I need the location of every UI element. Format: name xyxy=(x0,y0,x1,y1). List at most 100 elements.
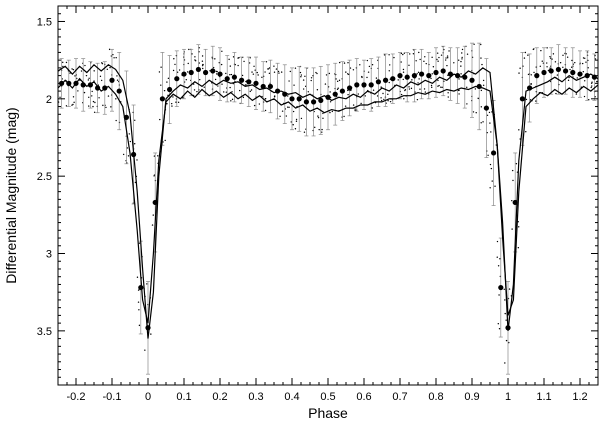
observation-dot xyxy=(322,117,324,119)
observation-dot xyxy=(112,53,114,56)
observation-dot xyxy=(177,101,180,104)
observation-dot xyxy=(424,56,426,58)
observation-dot xyxy=(102,104,104,107)
observation-dot xyxy=(202,63,204,66)
observation-dot xyxy=(504,362,506,364)
binned-point xyxy=(534,73,540,79)
binned-point xyxy=(289,96,295,102)
observation-dot xyxy=(310,77,313,79)
observation-dot xyxy=(146,283,148,285)
observation-dot xyxy=(437,60,439,62)
observation-dot xyxy=(505,339,508,342)
observation-dot xyxy=(347,73,350,76)
observation-dot xyxy=(203,86,205,88)
observation-dot xyxy=(151,224,154,226)
observation-dot xyxy=(347,62,349,64)
observation-dot xyxy=(287,106,289,108)
observation-dot xyxy=(150,333,152,335)
y-tick-label: 3 xyxy=(46,249,52,261)
observation-dot xyxy=(446,55,449,57)
binned-point xyxy=(570,69,576,76)
observation-dot xyxy=(187,62,189,65)
observation-dot xyxy=(278,72,280,74)
observation-dot xyxy=(587,59,589,62)
observation-dot xyxy=(214,78,217,81)
observation-dot xyxy=(487,154,489,157)
observation-dot xyxy=(489,122,491,124)
observation-dot xyxy=(345,71,347,73)
observation-dot xyxy=(237,64,239,67)
observation-dot xyxy=(441,86,443,89)
observation-dot xyxy=(72,103,74,106)
observation-dot xyxy=(178,69,181,71)
binned-point xyxy=(519,96,526,102)
observation-dot xyxy=(108,48,111,51)
observation-dot xyxy=(252,73,255,75)
binned-point xyxy=(131,151,137,158)
observation-dot xyxy=(302,88,305,90)
observation-dot xyxy=(444,59,447,61)
observation-dot xyxy=(129,140,132,143)
observation-dot xyxy=(310,79,312,82)
observation-dot xyxy=(91,95,93,97)
observation-dot xyxy=(474,88,477,90)
observation-dot xyxy=(261,76,263,78)
observation-dot xyxy=(380,86,382,88)
observation-dot xyxy=(160,84,162,86)
binned-point xyxy=(383,77,389,83)
observation-dot xyxy=(584,57,586,59)
observation-dot xyxy=(515,163,518,165)
observation-dot xyxy=(412,53,415,55)
binned-point xyxy=(505,325,511,331)
observation-dot xyxy=(201,60,204,62)
observation-dot xyxy=(525,131,527,133)
observation-dot xyxy=(107,95,110,97)
observation-dot xyxy=(73,101,75,104)
observation-dot xyxy=(388,81,390,84)
observation-dot xyxy=(144,349,146,351)
observation-dot xyxy=(366,59,369,62)
observation-dot xyxy=(231,98,234,101)
observation-dot xyxy=(423,60,425,63)
observation-dot xyxy=(512,179,514,182)
binned-point xyxy=(397,73,403,79)
observation-dot xyxy=(488,111,491,114)
observation-dot xyxy=(91,90,93,93)
observation-dot xyxy=(511,169,514,172)
observation-dot xyxy=(201,64,204,67)
observation-dot xyxy=(375,77,378,79)
observation-dot xyxy=(338,61,341,64)
observation-dot xyxy=(287,95,289,97)
observation-dot xyxy=(416,98,419,101)
observation-dot xyxy=(504,312,506,315)
observation-dot xyxy=(461,56,463,59)
observation-dot xyxy=(388,70,390,72)
binned-point xyxy=(181,71,187,77)
y-axis-title: Differential Magnitude (mag) xyxy=(3,107,19,283)
observation-dot xyxy=(496,240,499,243)
observation-dot xyxy=(376,95,379,97)
observation-dot xyxy=(223,91,225,93)
observation-dot xyxy=(324,83,327,85)
observation-dot xyxy=(288,80,290,82)
observation-dot xyxy=(329,101,332,103)
observation-dot xyxy=(152,214,154,216)
binned-point xyxy=(102,85,108,91)
observation-dot xyxy=(530,82,532,85)
observation-dot xyxy=(402,68,405,71)
observation-dot xyxy=(72,96,75,98)
observation-dot xyxy=(289,70,292,73)
binned-point xyxy=(59,80,65,86)
binned-point xyxy=(267,83,273,90)
observation-dot xyxy=(387,100,389,102)
observation-dot xyxy=(250,89,253,91)
observation-dot xyxy=(430,84,433,87)
observation-dot xyxy=(461,48,464,51)
binned-point xyxy=(188,69,194,76)
observation-dot xyxy=(74,75,76,77)
observation-dot xyxy=(503,288,505,291)
binned-point xyxy=(354,82,360,88)
observation-dot xyxy=(304,75,306,77)
observation-dot xyxy=(133,143,136,145)
observation-dot xyxy=(254,69,256,71)
